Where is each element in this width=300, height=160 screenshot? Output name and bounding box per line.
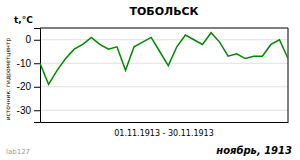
grid-line [40,39,288,40]
plot: 0 -10 -20 -30 [17,28,289,123]
tick: -30 [17,105,40,116]
x-axis-line [41,122,289,123]
tick-mark [34,87,40,88]
grid-line [40,86,288,87]
x-axis [41,122,289,123]
frame-right [288,28,289,122]
annotation: lab127 [6,148,30,156]
tick-mark [34,63,40,64]
y-axis-line [34,29,41,123]
tick-label: -20 [17,81,32,92]
chart: 0 -10 -20 -30 ТОБОЛЬСК t,°C 01.11.1913 - 30.11… [0,0,300,160]
annotation: источник: гидрометцентр [4,37,12,120]
temperature-line [40,33,288,85]
title: ТОБОЛЬСК [129,5,198,18]
x-axis-title: 01.11.1913 - 30.11.1913 [114,129,214,138]
grid-line [40,63,288,64]
tick-label: -30 [17,105,32,116]
grid-line [40,110,288,111]
annotation: ноябрь, 1913 [216,145,292,156]
tick: -20 [17,81,40,92]
y-axis: 0 -10 -20 -30 [17,29,41,123]
y-axis-title: t,°C [14,15,33,25]
tick-label: -10 [17,58,32,69]
grid [40,40,288,111]
frame-top [40,28,288,29]
tick-mark [34,40,40,41]
tick-mark [34,110,40,111]
tick-label: 0 [25,34,31,45]
tick: -10 [17,58,40,69]
tick: 0 [25,34,40,45]
marks [40,33,288,85]
